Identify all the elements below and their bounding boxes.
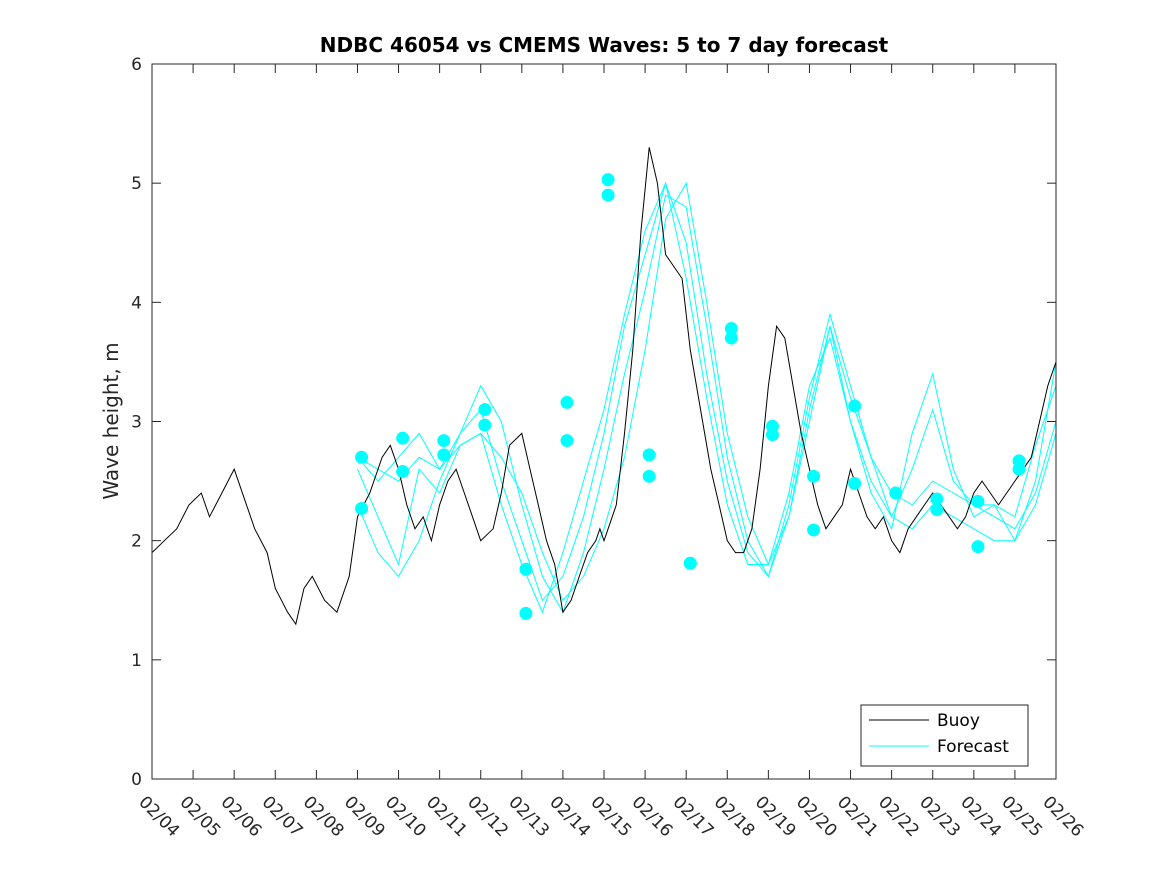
forecast-marker [971, 540, 985, 554]
forecast-marker [478, 418, 492, 432]
chart-title: NDBC 46054 vs CMEMS Waves: 5 to 7 day fo… [320, 33, 889, 57]
y-axis-label: Wave height, m [99, 342, 123, 499]
forecast-marker [765, 428, 779, 442]
y-tick-label: 0 [131, 770, 142, 790]
forecast-marker [601, 188, 615, 202]
forecast-marker [437, 448, 451, 462]
forecast-line [357, 181, 1057, 614]
forecast-marker [396, 431, 410, 445]
y-axis: 0 1 2 3 4 5 6 [131, 55, 1056, 790]
y-tick-label: 2 [131, 532, 142, 552]
forecast-marker [560, 434, 574, 448]
forecast-marker [724, 331, 738, 345]
buoy-line [151, 147, 1057, 626]
forecast-marker [848, 399, 862, 413]
forecast-line [357, 181, 1057, 602]
y-tick-label: 4 [131, 293, 142, 313]
forecast-marker [601, 173, 615, 187]
forecast-marker [396, 465, 410, 479]
forecast-marker [560, 395, 574, 409]
forecast-marker [971, 494, 985, 508]
forecast-marker [519, 606, 533, 620]
forecast-marker [642, 469, 656, 483]
forecast-marker [478, 403, 492, 417]
forecast-marker [930, 503, 944, 517]
legend-forecast-label: Forecast [937, 737, 1009, 757]
y-tick-label: 6 [131, 55, 142, 75]
forecast-marker [437, 434, 451, 448]
legend-buoy-label: Buoy [937, 711, 980, 731]
forecast-marker [807, 523, 821, 537]
y-tick-label: 5 [131, 174, 142, 194]
forecast-marker [724, 322, 738, 336]
forecast-marker [930, 492, 944, 506]
legend-box [860, 704, 1029, 767]
forecast-marker [848, 476, 862, 490]
forecast-marker [1012, 462, 1026, 476]
forecast-marker [642, 448, 656, 462]
forecast-marker [519, 562, 533, 576]
forecast-marker [683, 556, 697, 570]
forecast-marker [355, 450, 369, 464]
y-tick-label: 1 [131, 651, 142, 671]
forecast-marker [355, 501, 369, 515]
buoy-series [151, 147, 1057, 626]
legend: Buoy Forecast [860, 704, 1029, 767]
forecast-marker [889, 486, 903, 500]
forecast-markers [355, 173, 1026, 620]
forecast-marker [807, 469, 821, 483]
forecast-series [357, 181, 1057, 614]
plot-area [152, 64, 1056, 779]
y-tick-label: 3 [131, 413, 142, 433]
